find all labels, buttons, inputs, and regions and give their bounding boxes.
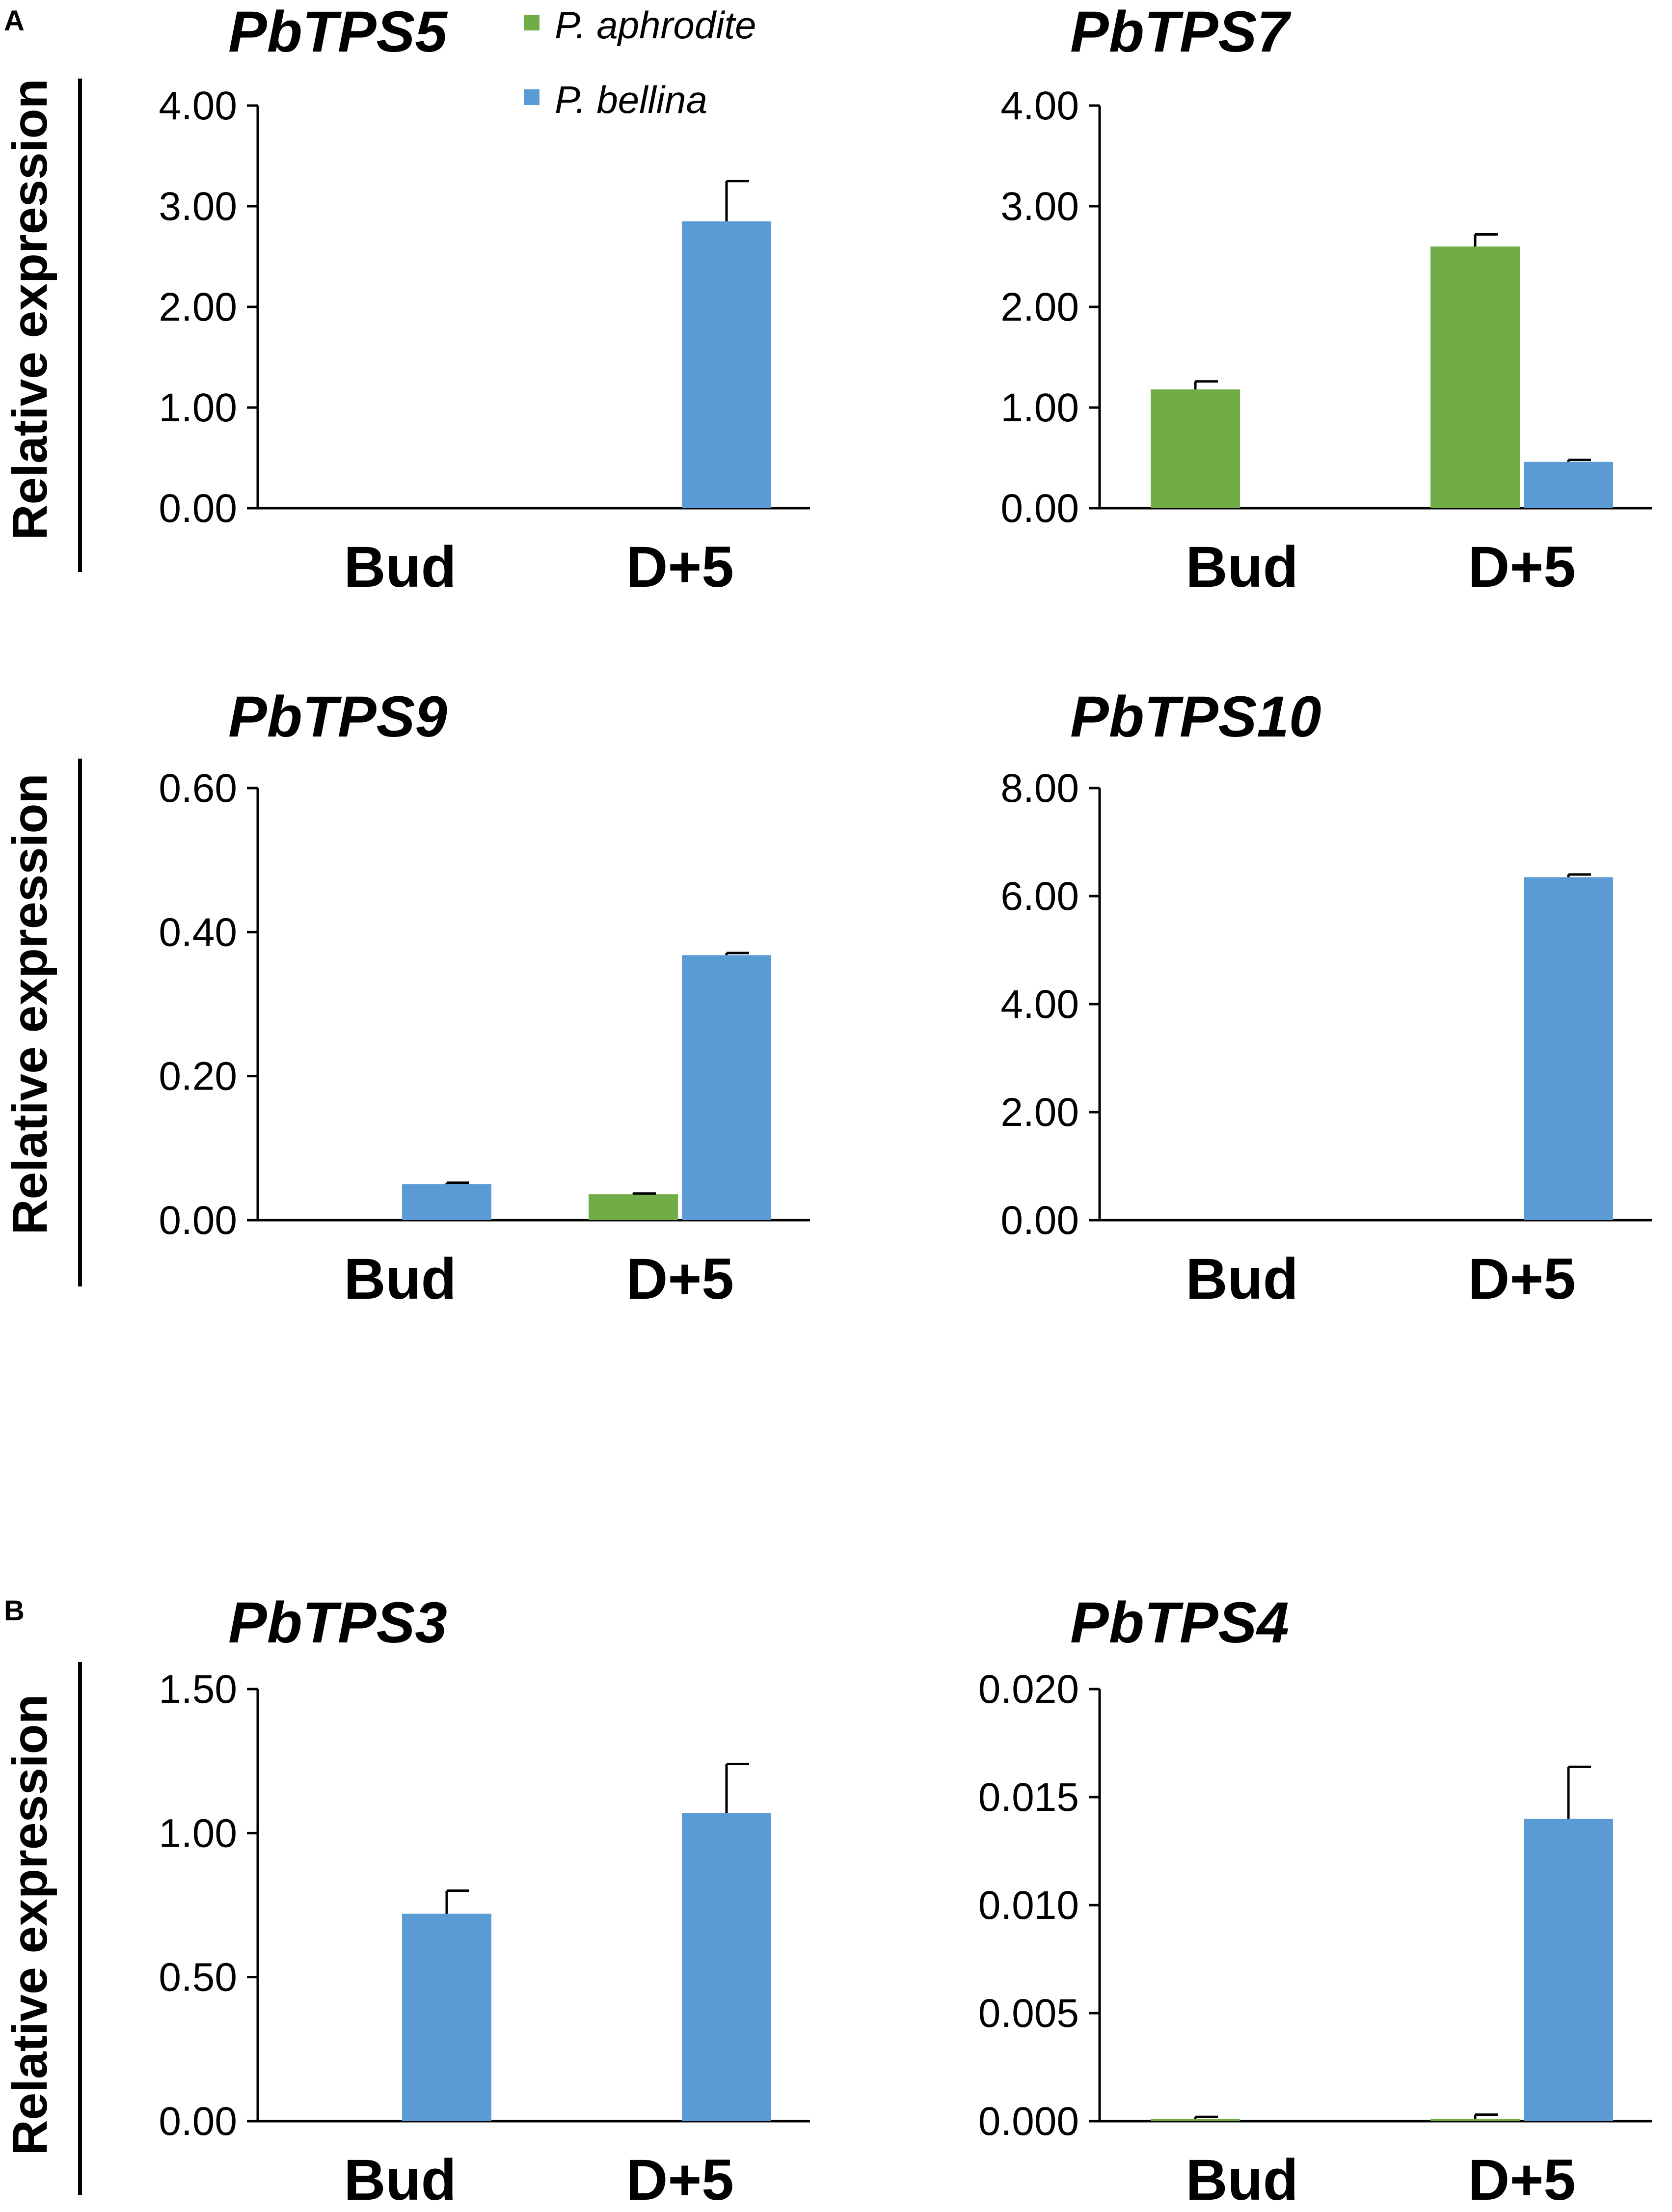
chart-pbtps10: PbTPS10 0.00 2.00 4.00 6.00 8.00 Bud D+5 [1000,684,1652,1311]
chart-title: PbTPS5 [228,0,448,64]
x-category-label: D+5 [626,535,734,600]
x-category-label: D+5 [1468,1247,1576,1311]
y-tick-label: 1.00 [1000,385,1079,430]
bar-p-aphrodite-bud [1151,2119,1240,2121]
x-category-label: D+5 [626,1247,734,1311]
y-tick-label: 1.50 [159,1667,237,1712]
chart-pbtps4: PbTPS4 0.000 0.005 0.010 0.015 0.020 Bud D+5 [978,1590,1652,2212]
y-tick-label: 0.000 [978,2099,1079,2144]
bar-p-aphrodite-bud [1151,389,1240,508]
x-category-label: Bud [344,2148,456,2212]
chart-title: PbTPS3 [228,1590,447,1655]
y-tick-label: 1.00 [159,385,237,430]
bar-p-bellina-d-5 [1524,877,1613,1220]
chart-pbtps9: PbTPS9 Relative expression 0.00 0.20 0.40 0.6… [2,684,810,1311]
bar-p-bellina-d-5 [682,221,771,508]
y-tick-label: 2.00 [159,285,237,329]
y-tick-label: 8.00 [1000,766,1079,811]
x-category-label: Bud [1186,535,1298,600]
y-axis-label: Relative expression [2,773,57,1234]
legend-label-p-aphrodite: P. aphrodite [555,3,756,47]
y-tick-label: 0.00 [159,2099,237,2144]
y-tick-label: 0.00 [159,1198,237,1243]
y-tick-label: 3.00 [159,184,237,229]
y-tick-label: 6.00 [1000,874,1079,919]
y-tick-label: 2.00 [1000,285,1079,329]
chart-title: PbTPS4 [1070,1590,1289,1655]
y-tick-label: 0.010 [978,1883,1079,1928]
chart-title: PbTPS9 [228,684,447,749]
bar-p-bellina-d-5 [682,1813,771,2121]
y-tick-label: 0.005 [978,1991,1079,2036]
x-category-label: D+5 [626,2148,734,2212]
chart-title: PbTPS10 [1070,684,1321,749]
legend-swatch-p-bellina [524,89,539,105]
x-category-label: D+5 [1468,2148,1576,2212]
y-tick-label: 0.015 [978,1775,1079,1820]
bar-p-aphrodite-d-5 [589,1194,678,1220]
x-category-label: Bud [1186,1247,1298,1311]
chart-pbtps7: PbTPS7 0.00 1.00 2.00 3.00 4.00 Bud D+5 [1000,0,1652,600]
bar-p-aphrodite-d-5 [1430,246,1520,508]
bar-p-bellina-bud [402,1184,491,1220]
y-tick-label: 4.00 [159,83,237,128]
y-tick-label: 0.020 [978,1667,1079,1712]
y-tick-label: 2.00 [1000,1090,1079,1135]
y-axis-label: Relative expression [2,1694,57,2155]
y-tick-label: 0.60 [159,766,237,811]
bar-p-aphrodite-d-5 [1430,2119,1520,2121]
legend-swatch-p-aphrodite [524,15,539,30]
bar-p-bellina-bud [402,1913,491,2121]
chart-title: PbTPS7 [1070,0,1292,64]
legend: P. aphrodite P. bellina [524,3,756,121]
panel-label-b: B [4,1595,25,1627]
bar-p-bellina-d-5 [1524,1819,1613,2121]
y-tick-label: 0.20 [159,1054,237,1099]
x-category-label: Bud [344,1247,456,1311]
y-tick-label: 0.00 [1000,1198,1079,1243]
x-category-label: Bud [344,535,456,600]
y-tick-label: 0.00 [1000,486,1079,531]
bar-p-bellina-d-5 [682,955,771,1220]
chart-pbtps3: PbTPS3 Relative expression 0.00 0.50 1.00 1.5… [2,1590,810,2212]
x-category-label: Bud [1186,2148,1298,2212]
y-tick-label: 0.40 [159,910,237,955]
y-axis-label: Relative expression [2,79,57,540]
y-tick-label: 0.50 [159,1955,237,2000]
y-tick-label: 4.00 [1000,982,1079,1027]
y-tick-label: 1.00 [159,1811,237,1856]
y-tick-label: 4.00 [1000,83,1079,128]
y-tick-label: 0.00 [159,486,237,531]
bar-p-bellina-d-5 [1524,462,1613,508]
panel-label-a: A [4,5,25,37]
chart-pbtps5: PbTPS5 Relative expression 0.00 1.00 2.00 3.0… [2,0,810,600]
legend-label-p-bellina: P. bellina [555,78,707,121]
x-category-label: D+5 [1468,535,1576,600]
y-tick-label: 3.00 [1000,184,1079,229]
